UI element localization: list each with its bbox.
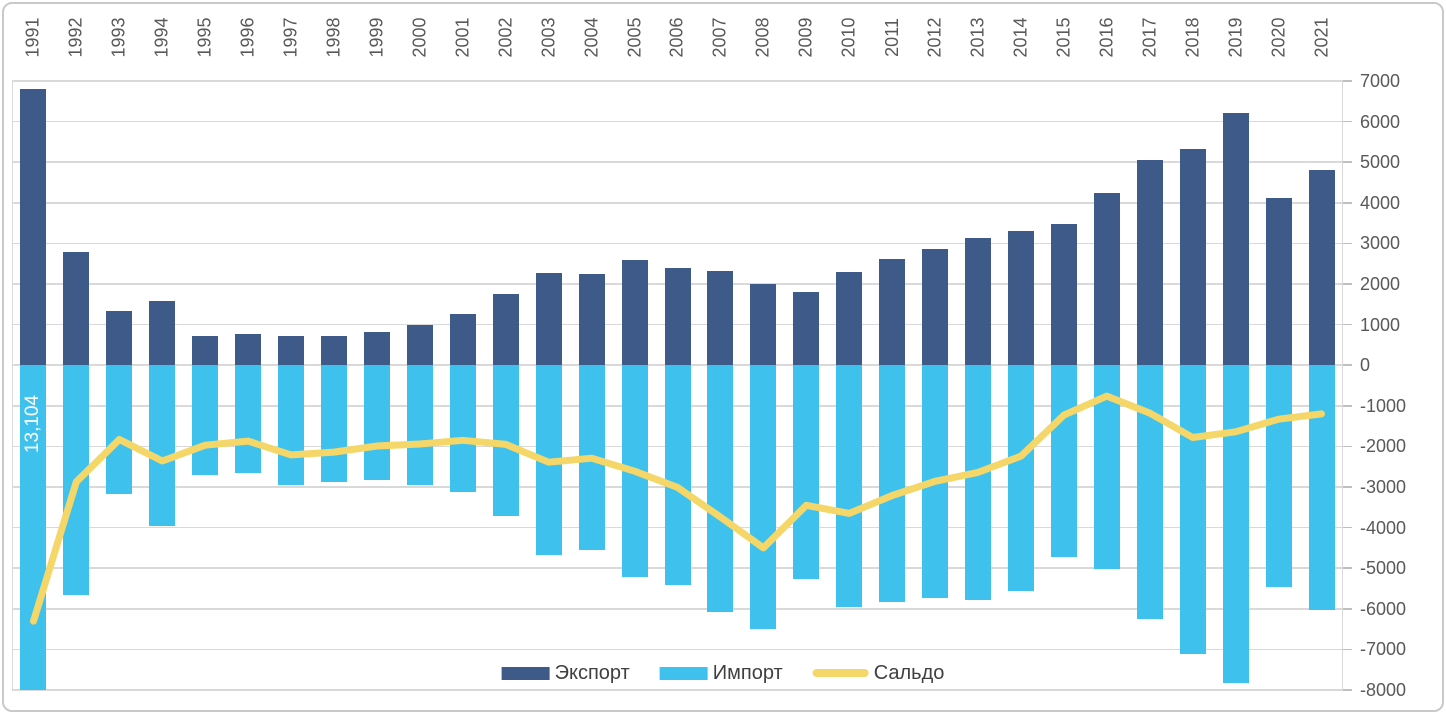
export-bar-1991 [20,89,47,366]
axis-label--1000: -1000 [1360,395,1407,416]
gridline-6000 [12,120,1343,123]
legend-item-export: Экспорт [501,661,630,685]
legend-item-import: Импорт [659,661,783,685]
export-bar-2021 [1308,169,1335,366]
axis-tick--3000 [1343,486,1352,488]
axis-tick--8000 [1343,689,1352,691]
axis-tick-3000 [1343,242,1352,245]
export-bar-2008 [750,283,777,366]
legend-label-saldo: Сальдо [873,661,945,684]
axis-tick--4000 [1343,526,1352,529]
export-bar-2013 [965,237,992,366]
axis-label-2000: 2000 [1360,274,1401,294]
export-bar-1996 [235,333,262,366]
axis-label-0: 0 [1360,355,1371,376]
export-bar-2000 [406,324,433,366]
export-bar-2012 [922,248,949,366]
axis-tick-4000 [1343,202,1352,204]
legend-label-import: Импорт [712,661,783,684]
gridline-4000 [12,202,1343,204]
gridline--7000 [12,648,1343,651]
export-bar-1997 [278,335,305,366]
export-bar-2003 [535,272,562,366]
export-bar-2007 [707,270,734,366]
import-swatch [659,666,708,680]
export-bar-2014 [1007,230,1034,366]
export-bar-1995 [192,335,219,366]
axis-tick--7000 [1343,648,1352,651]
axis-label--7000: -7000 [1360,639,1407,660]
axis-label--5000: -5000 [1360,558,1407,579]
export-bar-2005 [621,259,648,366]
export-bar-2016 [1093,192,1120,366]
axis-label--6000: -6000 [1360,598,1407,619]
export-bar-1993 [106,310,133,366]
gridline--8000 [12,689,1343,691]
gridline-5000 [12,161,1343,163]
axis-label-3000: 3000 [1360,233,1401,254]
legend-label-export: Экспорт [554,661,630,684]
export-swatch [501,666,550,680]
export-bar-2017 [1136,159,1163,366]
export-bar-2001 [449,313,476,366]
axis-label-5000: 5000 [1360,152,1401,173]
export-bar-2004 [578,273,605,366]
export-bar-2019 [1222,113,1249,366]
legend-item-saldo: Сальдо [812,661,945,685]
export-bar-2011 [879,258,906,366]
axis-label-6000: 6000 [1360,111,1401,132]
axis-label--2000: -2000 [1360,436,1407,457]
axis-label-7000: 7000 [1360,71,1401,91]
axis-tick-7000 [1343,80,1352,82]
export-bar-2002 [492,293,519,366]
export-bar-1998 [321,335,348,366]
axis-tick--2000 [1343,445,1352,448]
export-bar-2018 [1179,148,1206,366]
export-bar-2006 [664,267,691,366]
axis-label-1000: 1000 [1360,314,1401,335]
export-bar-1999 [363,331,390,366]
gridline-3000 [12,242,1343,245]
saldo-line-swatch [812,669,869,677]
export-bar-1992 [63,252,90,366]
axis-tick-1000 [1343,323,1352,326]
chart-legend: Экспорт Импорт Сальдо [501,654,945,692]
axis-tick-2000 [1343,283,1352,285]
axis-tick-6000 [1343,120,1352,123]
export-bar-2009 [793,291,820,366]
axis-label-4000: 4000 [1360,192,1401,213]
axis-label--3000: -3000 [1360,477,1407,497]
axis-tick--6000 [1343,608,1352,610]
axis-tick--5000 [1343,567,1352,569]
axis-tick-5000 [1343,161,1352,163]
axis-tick-0 [1343,364,1352,366]
value-axis: 7000 6000 5000 4000 3000 2000 1000 0 -1000 -2000 -… [4,4,1442,710]
export-bar-1994 [149,300,176,366]
axis-tick--1000 [1343,405,1352,407]
export-bar-2020 [1265,197,1292,366]
gridline-7000 [12,80,1343,82]
export-bar-2010 [836,271,863,366]
export-bar-2015 [1050,223,1077,366]
axis-label--8000: -8000 [1360,680,1407,700]
axis-label--4000: -4000 [1360,517,1407,538]
